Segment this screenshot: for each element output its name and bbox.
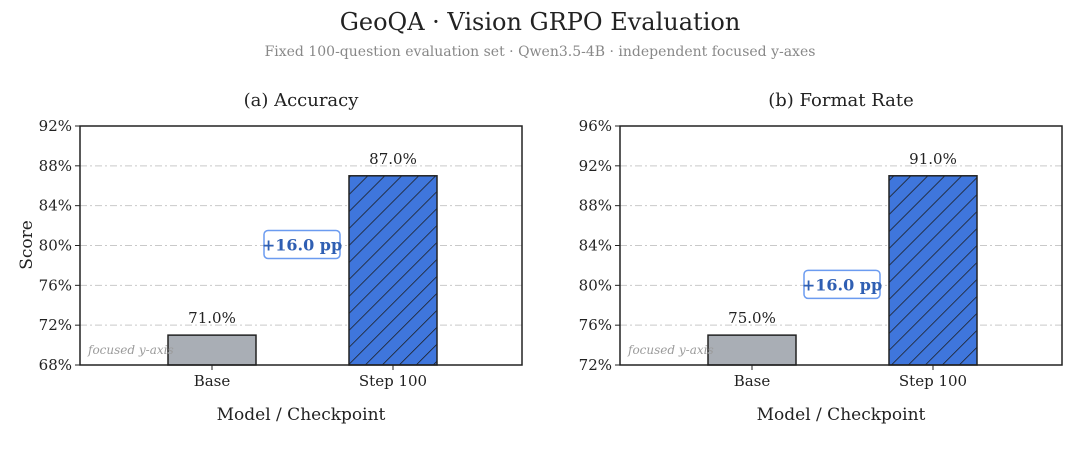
bar: [888, 175, 978, 366]
y-tick-label: 92%: [579, 157, 612, 175]
y-tick-label: 84%: [39, 197, 72, 215]
x-axis-label: Model / Checkpoint: [757, 405, 926, 425]
delta-badge: [263, 229, 341, 260]
x-axis-label: Model / Checkpoint: [217, 405, 386, 425]
panel-title: (a) Accuracy: [244, 90, 360, 111]
y-tick-label: 96%: [579, 117, 612, 135]
delta-badge: [803, 269, 881, 300]
y-tick-label: 92%: [39, 117, 72, 135]
delta-label: +16.0 pp: [262, 236, 342, 255]
x-tick-label: Base: [734, 372, 771, 390]
y-tick-label: 72%: [39, 316, 72, 334]
x-tick-label: Step 100: [359, 372, 427, 390]
y-tick-label: 84%: [579, 237, 612, 255]
x-tick-label: Base: [194, 372, 231, 390]
y-tick-label: 88%: [39, 157, 72, 175]
bar-value-label: 71.0%: [188, 309, 236, 327]
axis-note: focused y-axis: [627, 343, 714, 357]
y-tick-label: 76%: [39, 276, 72, 294]
axis-note: focused y-axis: [87, 343, 174, 357]
y-tick-label: 72%: [579, 356, 612, 374]
delta-label: +16.0 pp: [802, 275, 882, 294]
y-tick-label: 76%: [579, 316, 612, 334]
figure-subtitle: Fixed 100-question evaluation set · Qwen…: [264, 44, 816, 60]
y-axis-label: Score: [17, 220, 37, 270]
y-tick-label: 88%: [579, 197, 612, 215]
bar-value-label: 91.0%: [909, 150, 957, 168]
bar: [167, 334, 257, 366]
x-tick-label: Step 100: [899, 372, 967, 390]
bar: [348, 175, 438, 366]
bar: [707, 334, 797, 366]
panel-title: (b) Format Rate: [768, 90, 914, 111]
plot-frame: [619, 125, 1063, 366]
y-tick-label: 80%: [39, 237, 72, 255]
figure-title: GeoQA · Vision GRPO Evaluation: [339, 8, 741, 36]
plot-frame: [79, 125, 523, 366]
bar-value-label: 75.0%: [728, 309, 776, 327]
bar-value-label: 87.0%: [369, 150, 417, 168]
y-tick-label: 68%: [39, 356, 72, 374]
y-tick-label: 80%: [579, 276, 612, 294]
